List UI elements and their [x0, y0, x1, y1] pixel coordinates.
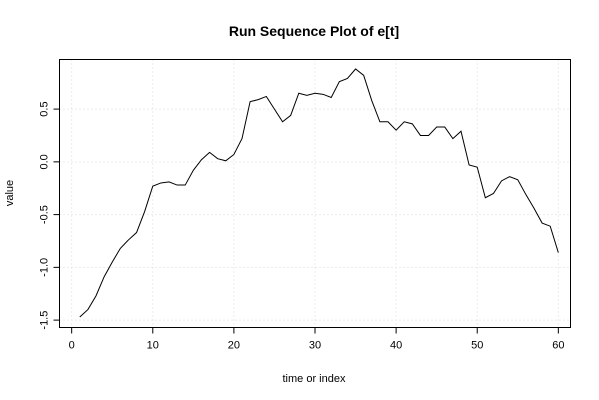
series-line: [79, 68, 559, 318]
data-point: [265, 95, 268, 98]
data-point: [557, 251, 560, 254]
y-tick-label: 0.5: [39, 101, 51, 116]
data-point: [241, 137, 244, 140]
x-axis-label: time or index: [283, 373, 346, 385]
x-tick-label: 0: [69, 340, 75, 352]
data-point: [484, 196, 487, 199]
data-point: [354, 67, 357, 70]
data-point: [476, 166, 479, 169]
x-tick-label: 20: [228, 340, 240, 352]
data-point: [103, 275, 106, 278]
x-tick-label: 10: [147, 340, 159, 352]
data-point: [257, 98, 260, 101]
grid: [59, 59, 571, 328]
y-tick-label: 0.0: [39, 154, 51, 169]
data-point: [435, 126, 438, 129]
data-point: [541, 222, 544, 225]
data-point: [378, 120, 381, 123]
y-axis: -1.5 -1.0 -0.5 0.0 0.5: [39, 101, 60, 330]
data-point: [508, 175, 511, 178]
data-point: [330, 96, 333, 99]
data-point: [451, 137, 454, 140]
data-point: [151, 185, 154, 188]
data-point: [232, 153, 235, 156]
x-tick-label: 40: [390, 340, 402, 352]
data-point: [176, 184, 179, 187]
data-point: [119, 247, 122, 250]
data-point: [419, 134, 422, 137]
data-point: [460, 130, 463, 133]
data-point: [314, 92, 317, 95]
y-tick-label: -0.5: [39, 205, 51, 224]
data-point: [143, 210, 146, 213]
data-point: [524, 193, 527, 196]
data-point: [427, 134, 430, 137]
y-tick-label: -1.5: [39, 311, 51, 330]
data-point: [168, 180, 171, 183]
data-point: [362, 74, 365, 77]
y-axis-label: value: [4, 180, 16, 206]
data-point: [216, 157, 219, 160]
data-point: [305, 94, 308, 97]
data-point: [281, 120, 284, 123]
data-point: [322, 93, 325, 96]
data-point: [224, 159, 227, 162]
data-point: [500, 179, 503, 182]
data-point: [249, 100, 252, 103]
x-tick-label: 30: [309, 340, 321, 352]
series-layer: [78, 67, 560, 318]
data-point: [346, 77, 349, 80]
data-point: [443, 126, 446, 129]
x-tick-label: 50: [471, 340, 483, 352]
data-point: [468, 164, 471, 167]
data-point: [95, 294, 98, 297]
data-point: [297, 92, 300, 95]
data-point: [86, 308, 89, 311]
x-tick-label: 60: [552, 340, 564, 352]
plot-frame: [59, 59, 571, 328]
data-point: [159, 181, 162, 184]
data-point: [516, 178, 519, 181]
x-axis: 0 10 20 30 40 50 60: [69, 327, 564, 352]
data-point: [200, 158, 203, 161]
data-point: [111, 261, 114, 264]
data-point: [127, 238, 130, 241]
data-point: [289, 114, 292, 117]
data-point: [411, 122, 414, 125]
data-point: [387, 120, 390, 123]
data-point: [208, 151, 211, 154]
data-point: [338, 80, 341, 83]
data-point: [370, 99, 373, 102]
data-point: [395, 129, 398, 132]
data-point: [184, 184, 187, 187]
data-point: [78, 315, 81, 318]
chart-title: Run Sequence Plot of e[t]: [229, 23, 399, 39]
data-point: [549, 225, 552, 228]
data-point: [403, 120, 406, 123]
data-point: [135, 231, 138, 234]
data-point: [273, 108, 276, 111]
data-point: [492, 192, 495, 195]
y-tick-label: -1.0: [39, 258, 51, 277]
data-point: [533, 207, 536, 210]
data-point: [192, 169, 195, 172]
